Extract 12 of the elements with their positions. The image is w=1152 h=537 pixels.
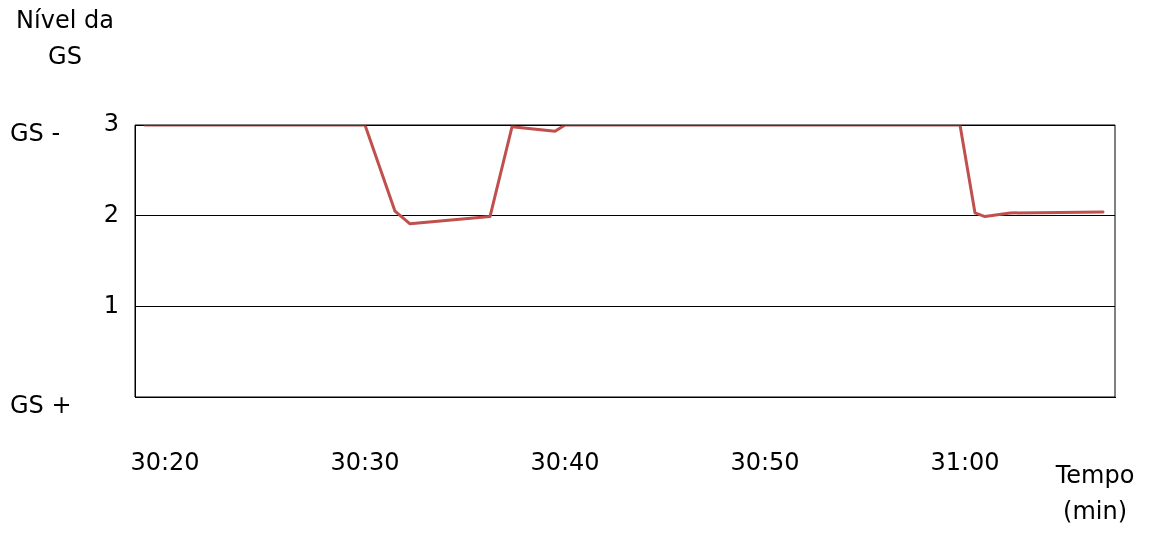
- y-tick-label: 2: [103, 199, 119, 228]
- y-axis-title: Nível da GS: [16, 6, 114, 71]
- x-tick-label: 31:00: [930, 447, 1000, 476]
- x-axis-title: Tempo (min): [1054, 461, 1135, 526]
- x-tick-label: 30:20: [130, 447, 200, 476]
- text: GS -: [10, 119, 61, 148]
- x-tick-label: 30:30: [330, 447, 400, 476]
- y-tick-label: 1: [103, 290, 119, 319]
- y-tick-label: 3: [103, 109, 119, 138]
- x-tick-label: 30:50: [730, 447, 800, 476]
- x-tick-label: 30:40: [530, 447, 600, 476]
- text: GS +: [10, 391, 72, 420]
